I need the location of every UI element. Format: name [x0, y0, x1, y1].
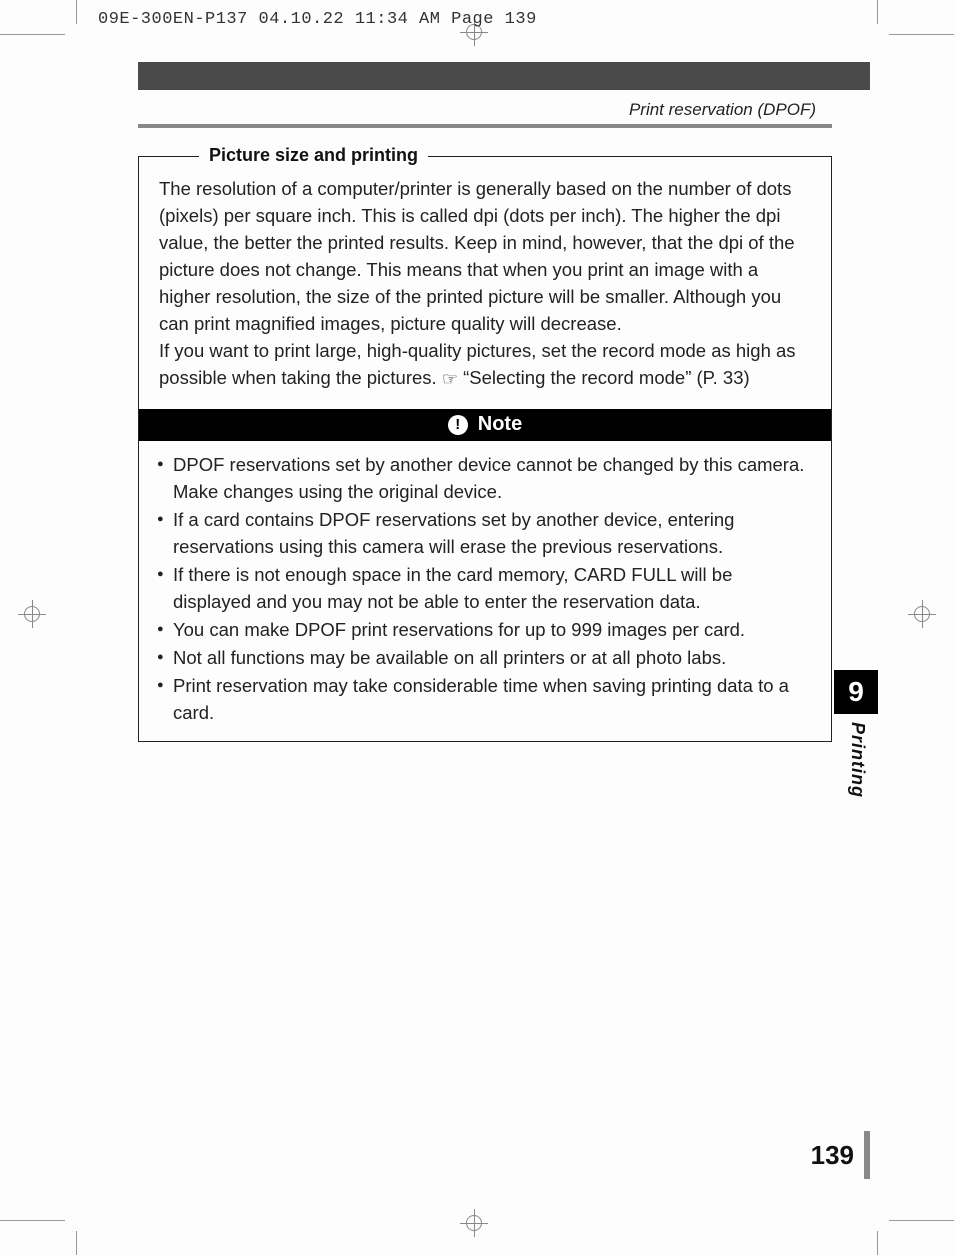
note-item: You can make DPOF print reservations for… [157, 616, 813, 643]
info-paragraph-post: “Selecting the record mode” (P. 33) [458, 367, 750, 388]
pointer-icon: ☞ [442, 366, 458, 393]
registration-mark [908, 600, 936, 628]
note-body: DPOF reservations set by another device … [139, 441, 831, 741]
crop-mark [889, 34, 954, 35]
note-item: Print reservation may take considerable … [157, 672, 813, 726]
info-box-title: Picture size and printing [199, 145, 428, 166]
chapter-label: Printing [847, 722, 868, 798]
note-item: If a card contains DPOF reservations set… [157, 506, 813, 560]
crop-mark [76, 0, 77, 24]
exclamation-icon: ! [448, 415, 468, 435]
crop-mark [877, 1231, 878, 1255]
note-list: DPOF reservations set by another device … [157, 451, 813, 726]
note-item: DPOF reservations set by another device … [157, 451, 813, 505]
info-box: Picture size and printing The resolution… [138, 156, 832, 410]
slug-line: 09E-300EN-P137 04.10.22 11:34 AM Page 13… [98, 10, 537, 29]
note-item: If there is not enough space in the card… [157, 561, 813, 615]
note-title: Note [478, 413, 522, 436]
page-number-bar [864, 1131, 870, 1179]
crop-mark [76, 1231, 77, 1255]
header-black-bar [138, 62, 870, 90]
info-paragraph: The resolution of a computer/printer is … [159, 178, 795, 334]
note-item: Not all functions may be available on al… [157, 644, 813, 671]
running-head: Print reservation (DPOF) [629, 100, 816, 120]
registration-mark [18, 600, 46, 628]
page-number: 139 [811, 1140, 854, 1171]
crop-mark [0, 34, 65, 35]
note-header: ! Note [139, 409, 831, 441]
info-box-body: The resolution of a computer/printer is … [159, 175, 811, 393]
crop-mark [877, 0, 878, 24]
crop-mark [889, 1220, 954, 1221]
page-area: Print reservation (DPOF) Picture size an… [76, 34, 878, 1221]
note-box: ! Note DPOF reservations set by another … [138, 409, 832, 742]
crop-mark [0, 1220, 65, 1221]
header-rule [138, 124, 832, 128]
chapter-tab: 9 [834, 670, 878, 714]
